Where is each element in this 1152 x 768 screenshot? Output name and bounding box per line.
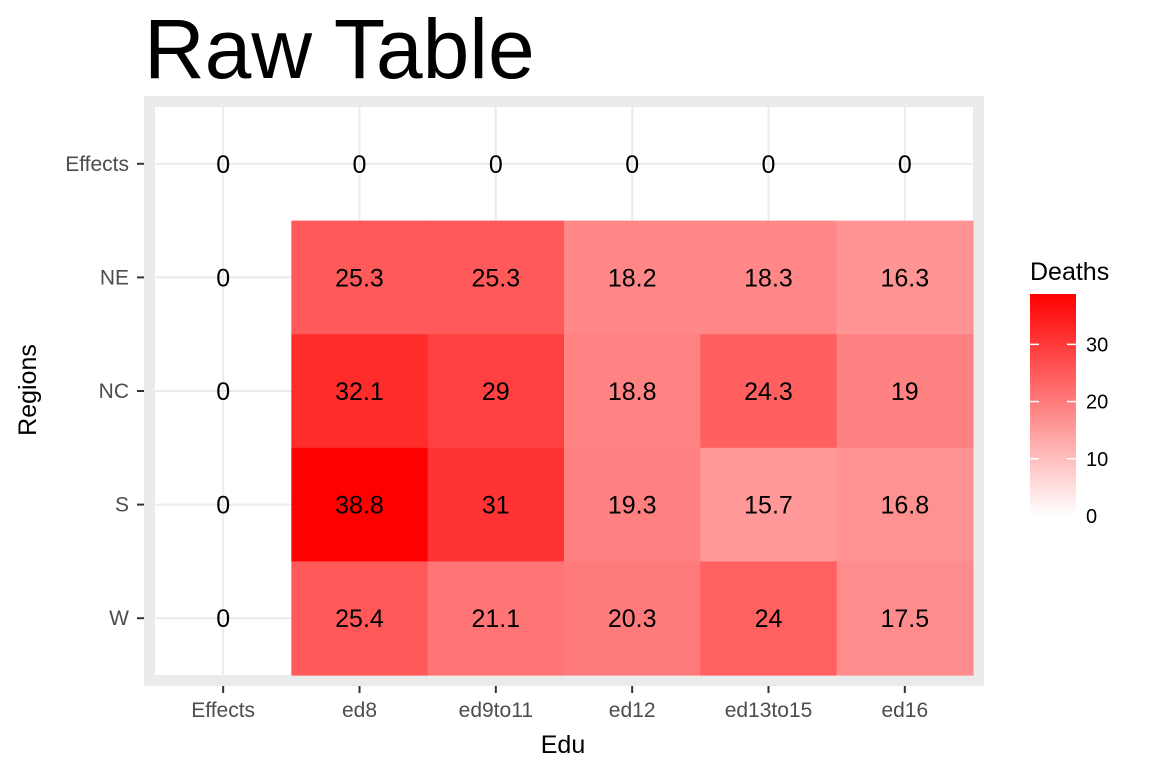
cell-value-label: 24 xyxy=(755,605,783,633)
heatmap-cells xyxy=(291,220,974,676)
heatmap-cell xyxy=(836,220,974,335)
y-axis-title: Regions xyxy=(14,344,42,436)
legend-tick-label: 30 xyxy=(1086,334,1108,356)
y-tick-label: W xyxy=(109,607,129,630)
heatmap-cell xyxy=(700,447,838,562)
heatmap-cell xyxy=(563,334,701,449)
legend-tick-label: 20 xyxy=(1086,392,1108,414)
cell-value-label: 25.3 xyxy=(471,264,520,292)
heatmap-cell xyxy=(563,447,701,562)
cell-value-label: 0 xyxy=(216,492,230,520)
cell-value-label: 16.3 xyxy=(880,264,929,292)
heatmap-cell xyxy=(836,447,974,562)
heatmap-cell xyxy=(700,561,838,676)
cell-value-label: 18.8 xyxy=(608,378,657,406)
cell-value-label: 19 xyxy=(891,378,919,406)
x-tick-label: ed16 xyxy=(881,699,928,722)
cell-value-label: 19.3 xyxy=(608,492,657,520)
legend-ticks: 0 10 20 30 xyxy=(1030,334,1108,528)
x-tick-label: ed9to11 xyxy=(459,699,533,722)
cell-value-label: 0 xyxy=(898,151,912,179)
y-tick-label: Effects xyxy=(65,153,129,176)
y-tick-label: NE xyxy=(100,266,129,289)
cell-value-label: 0 xyxy=(216,151,230,179)
heatmap-cell xyxy=(427,334,565,449)
chart-title: Raw Table xyxy=(144,2,535,96)
cell-value-label: 38.8 xyxy=(335,492,384,520)
cell-value-label: 31 xyxy=(482,492,510,520)
heatmap-cell xyxy=(291,447,429,562)
heatmap-cell xyxy=(427,561,565,676)
cell-value-label: 0 xyxy=(489,151,503,179)
cell-value-label: 0 xyxy=(216,378,230,406)
x-tick-label: ed13to15 xyxy=(725,699,813,722)
heatmap-cell xyxy=(291,220,429,335)
legend-title: Deaths xyxy=(1030,258,1109,286)
legend: Deaths 0 10 20 30 xyxy=(1030,258,1109,528)
y-tick-label: S xyxy=(115,494,129,517)
cell-value-label: 0 xyxy=(353,151,367,179)
heatmap-cell xyxy=(700,220,838,335)
cell-value-label: 25.4 xyxy=(335,605,384,633)
x-axis-title: Edu xyxy=(541,731,585,759)
x-tick-label: Effects xyxy=(191,699,255,722)
cell-value-label: 24.3 xyxy=(744,378,793,406)
heatmap-cell xyxy=(563,561,701,676)
cell-value-label: 17.5 xyxy=(880,605,929,633)
cell-value-label: 0 xyxy=(762,151,776,179)
legend-color-bar xyxy=(1030,294,1076,516)
y-tick-label: NC xyxy=(99,380,129,403)
cell-labels: 0 0 0 0 0 0 0 25.3 25.3 18.2 18.3 16.3 0 32.1 29 18.8 24… xyxy=(216,151,929,633)
x-tick-label: ed8 xyxy=(342,699,377,722)
heatmap-cell xyxy=(563,220,701,335)
heatmap-cell xyxy=(836,561,974,676)
x-axis: Effects ed8 ed9to11 ed12 ed13to15 ed16 xyxy=(191,686,928,722)
heatmap-cell xyxy=(836,334,974,449)
cell-value-label: 15.7 xyxy=(744,492,793,520)
cell-value-label: 0 xyxy=(216,605,230,633)
heatmap-cell xyxy=(291,334,429,449)
cell-value-label: 18.2 xyxy=(608,264,657,292)
cell-value-label: 21.1 xyxy=(471,605,520,633)
cell-value-label: 18.3 xyxy=(744,264,793,292)
heatmap-cell xyxy=(427,220,565,335)
cell-value-label: 0 xyxy=(216,264,230,292)
cell-value-label: 32.1 xyxy=(335,378,384,406)
cell-value-label: 25.3 xyxy=(335,264,384,292)
cell-value-label: 0 xyxy=(625,151,639,179)
y-axis: Effects NE NC S W xyxy=(65,153,144,630)
legend-tick-label: 0 xyxy=(1086,506,1097,528)
legend-tick-label: 10 xyxy=(1086,449,1108,471)
heatmap-cell xyxy=(291,561,429,676)
cell-value-label: 20.3 xyxy=(608,605,657,633)
cell-value-label: 29 xyxy=(482,378,510,406)
heatmap-cell xyxy=(427,447,565,562)
heatmap-cell xyxy=(700,334,838,449)
cell-value-label: 16.8 xyxy=(880,492,929,520)
x-tick-label: ed12 xyxy=(609,699,656,722)
